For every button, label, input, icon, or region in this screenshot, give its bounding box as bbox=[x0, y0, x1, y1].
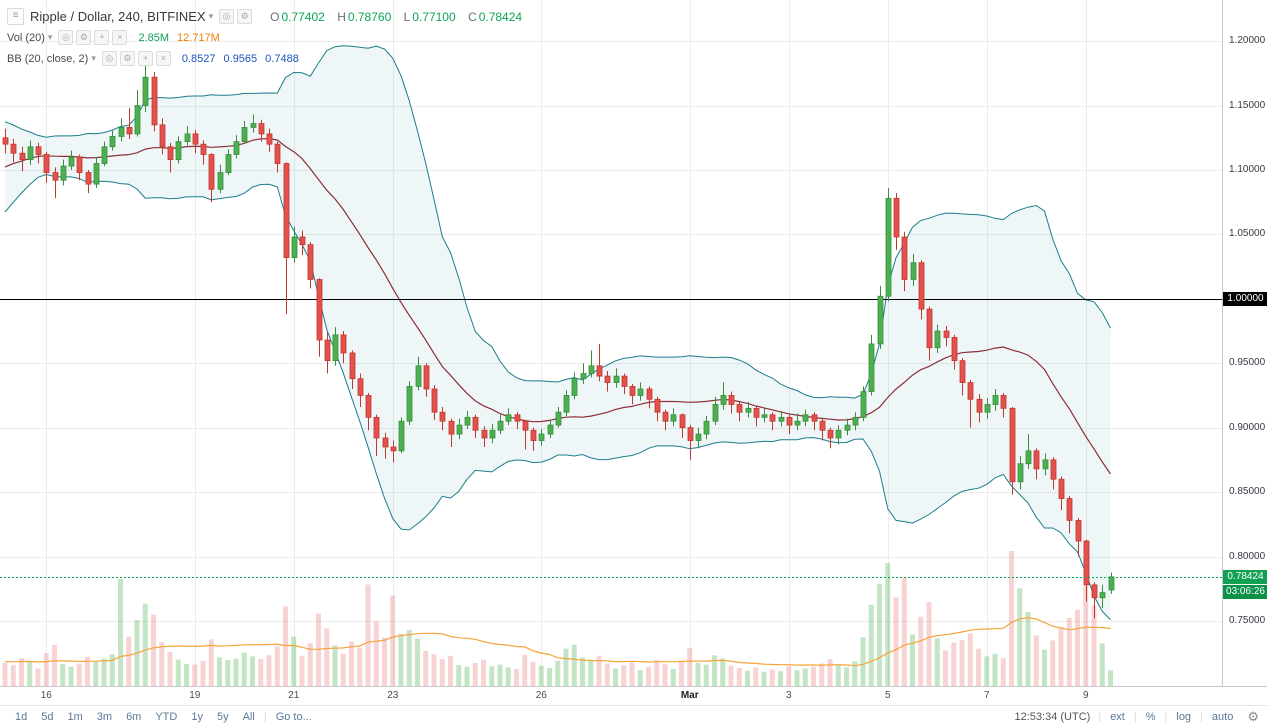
last-price-badge: 0.78424 bbox=[1223, 569, 1267, 584]
price-tick-label: 0.90000 bbox=[1229, 421, 1266, 433]
time-axis-label: 5 bbox=[884, 690, 891, 701]
eye-icon[interactable]: ◎ bbox=[219, 9, 235, 24]
price-tick-label: 1.05000 bbox=[1229, 228, 1266, 240]
close-icon[interactable]: × bbox=[112, 30, 128, 45]
bottom-toolbar: 1d 5d 1m 3m 6m YTD 1y 5y All | Go to... 12:53:34 (… bbox=[0, 705, 1267, 727]
bb-lower-value: 0.7488 bbox=[265, 52, 299, 65]
settings-icon[interactable]: ⚙ bbox=[76, 30, 92, 45]
volume-indicator-label[interactable]: Vol (20) bbox=[7, 31, 45, 44]
settings-icon[interactable]: ⚙ bbox=[119, 51, 135, 66]
separator: | bbox=[1133, 710, 1137, 723]
price-tick-label: 1.20000 bbox=[1229, 35, 1266, 47]
range-ytd[interactable]: YTD bbox=[155, 710, 178, 723]
chevron-down-icon[interactable]: ▾ bbox=[208, 11, 214, 21]
chevron-down-icon[interactable]: ▾ bbox=[91, 53, 96, 63]
chevron-down-icon[interactable]: ▾ bbox=[47, 32, 53, 42]
time-axis-label: 26 bbox=[535, 690, 547, 701]
ohlc-values: O 0.77402 H 0.78760 L 0.77100 C 0.78424 bbox=[261, 10, 522, 24]
range-5y[interactable]: 5y bbox=[216, 710, 229, 723]
bb-upper-value: 0.9565 bbox=[223, 52, 258, 65]
time-axis-label: 21 bbox=[288, 690, 300, 701]
range-1m[interactable]: 1m bbox=[67, 710, 83, 723]
time-axis-label: 23 bbox=[387, 690, 399, 701]
plus-icon[interactable]: + bbox=[94, 30, 110, 45]
toggle-auto[interactable]: auto bbox=[1211, 710, 1234, 723]
time-axis[interactable]: 16 19 21 23 26 Mar 3 5 7 9 bbox=[0, 686, 1267, 705]
high-value: 0.78760 bbox=[347, 9, 392, 24]
time-axis-label: Mar bbox=[680, 690, 699, 701]
price-tick-label: 0.75000 bbox=[1229, 614, 1266, 626]
close-label: C bbox=[468, 9, 477, 24]
level-price-badge: 1.00000 bbox=[1223, 291, 1267, 306]
price-tick-label: 0.85000 bbox=[1229, 486, 1266, 498]
chart-menu-icon[interactable]: ≡ bbox=[7, 8, 24, 25]
price-axis[interactable]: 1.00000 0.78424 03:06:26 1.20000 1.15000 1… bbox=[1222, 0, 1267, 686]
volume-indicator-row: Vol (20) ▾ ◎ ⚙ + × 2.85M 12.717M bbox=[7, 27, 522, 48]
symbol-title[interactable]: Ripple / Dollar, 240, BITFINEX bbox=[30, 9, 206, 24]
separator: | bbox=[1098, 710, 1102, 723]
range-1y[interactable]: 1y bbox=[191, 710, 203, 723]
open-value: 0.77402 bbox=[281, 9, 325, 24]
separator: | bbox=[263, 710, 267, 723]
candle-countdown-badge: 03:06:26 bbox=[1223, 584, 1267, 599]
bb-fill bbox=[5, 45, 1111, 620]
time-axis-label: 7 bbox=[983, 690, 990, 701]
price-tick-label: 1.10000 bbox=[1229, 163, 1266, 175]
close-value: 0.78424 bbox=[478, 9, 523, 24]
price-tick-label: 1.15000 bbox=[1229, 99, 1266, 111]
toggle-log[interactable]: log bbox=[1176, 710, 1192, 723]
price-tick-label: 0.95000 bbox=[1229, 357, 1266, 369]
time-axis-label: 19 bbox=[189, 690, 201, 701]
settings-gear-icon[interactable]: ⚙ bbox=[1247, 708, 1259, 724]
volume-bars bbox=[2, 551, 1113, 686]
range-buttons: 1d 5d 1m 3m 6m YTD 1y 5y All | Go to... bbox=[8, 711, 319, 723]
range-3m[interactable]: 3m bbox=[96, 710, 113, 723]
settings-icon[interactable]: ⚙ bbox=[237, 9, 253, 24]
range-1d[interactable]: 1d bbox=[15, 710, 28, 723]
price-chart[interactable] bbox=[0, 0, 1222, 686]
symbol-row: ≡ Ripple / Dollar, 240, BITFINEX ▾ ◎ ⚙ O… bbox=[7, 6, 522, 27]
goto-button[interactable]: Go to... bbox=[275, 710, 312, 723]
eye-icon[interactable]: ◎ bbox=[58, 30, 74, 45]
clock[interactable]: 12:53:34 (UTC) bbox=[1014, 710, 1091, 723]
axis-controls: 12:53:34 (UTC) | ext |% | log | auto ⚙ bbox=[1015, 709, 1259, 725]
candles bbox=[2, 64, 1115, 619]
toggle-ext[interactable]: ext bbox=[1110, 710, 1125, 723]
separator: | bbox=[1164, 710, 1168, 723]
range-all[interactable]: All bbox=[242, 710, 255, 723]
volume-value: 2.85M bbox=[138, 31, 170, 44]
eye-icon[interactable]: ◎ bbox=[101, 51, 117, 66]
time-axis-label: 9 bbox=[1082, 690, 1089, 701]
range-6m[interactable]: 6m bbox=[126, 710, 142, 723]
price-tick-label: 0.80000 bbox=[1229, 550, 1266, 562]
open-label: O bbox=[270, 9, 280, 24]
range-5d[interactable]: 5d bbox=[41, 710, 54, 723]
time-axis-label: 3 bbox=[785, 690, 792, 701]
close-icon[interactable]: × bbox=[155, 51, 171, 66]
volume-ma-value: 12.717M bbox=[177, 31, 220, 44]
volume-ma-line bbox=[4, 616, 1111, 667]
plus-icon[interactable]: + bbox=[137, 51, 153, 66]
bb-indicator-row: BB (20, close, 2) ▾ ◎ ⚙ + × 0.8527 0.956… bbox=[7, 48, 522, 69]
bb-indicator-label[interactable]: BB (20, close, 2) bbox=[7, 52, 89, 65]
chart-legend: ≡ Ripple / Dollar, 240, BITFINEX ▾ ◎ ⚙ O… bbox=[7, 6, 522, 69]
low-value: 0.77100 bbox=[412, 9, 456, 24]
time-axis-label: 16 bbox=[40, 690, 52, 701]
high-label: H bbox=[337, 9, 346, 24]
bb-basis-value: 0.8527 bbox=[181, 52, 216, 65]
toggle-%[interactable]: % bbox=[1145, 710, 1156, 723]
low-label: L bbox=[403, 9, 411, 24]
separator: | bbox=[1200, 710, 1203, 723]
